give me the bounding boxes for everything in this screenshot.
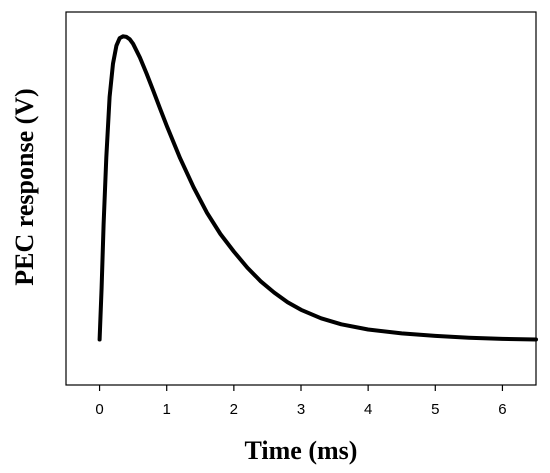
x-axis-title: Time (ms) — [245, 436, 358, 465]
x-tick-label: 3 — [297, 401, 305, 418]
x-tick-label: 6 — [498, 401, 506, 418]
pec-response-curve — [97, 34, 538, 342]
plot-frame — [65, 11, 537, 386]
x-tick-label: 4 — [364, 401, 372, 418]
y-axis-title: PEC response (V) — [10, 88, 39, 285]
x-tick-label: 1 — [163, 401, 171, 418]
x-tick-label: 2 — [230, 401, 238, 418]
x-tick-label: 5 — [431, 401, 439, 418]
x-tick-label: 0 — [95, 401, 103, 418]
x-axis-tick-labels: 0 1 2 3 4 5 6 — [95, 401, 506, 418]
x-axis-ticks — [98, 385, 504, 391]
